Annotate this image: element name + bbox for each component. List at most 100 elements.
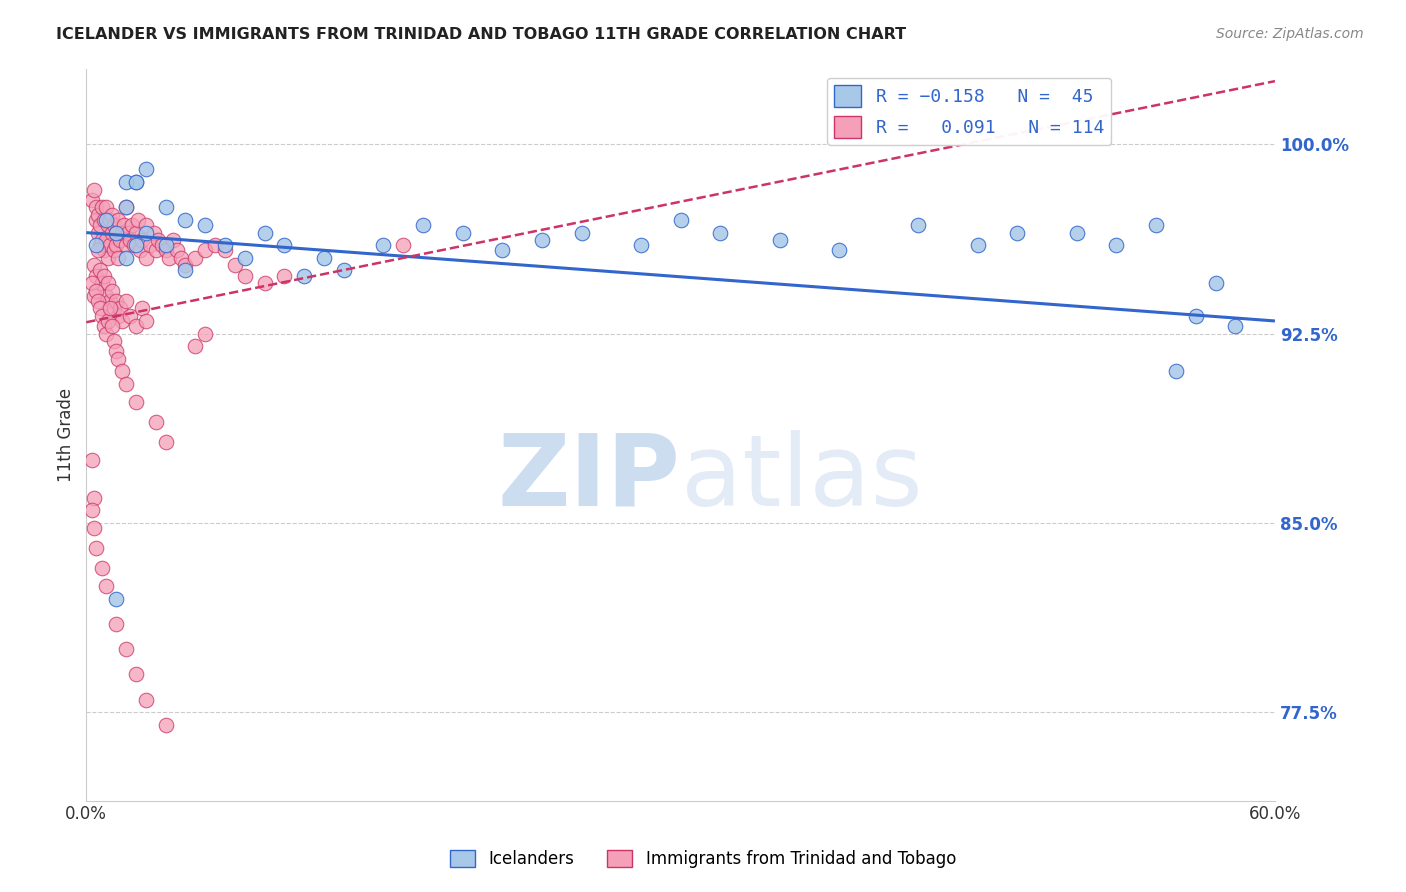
Point (115, 200, 138, 214)
Point (1225, 318, 1247, 333)
Point (94, 326, 117, 341)
Point (530, 233, 553, 247)
Point (83, 289, 105, 303)
Point (107, 309, 129, 323)
Point (125, 238, 148, 252)
Point (98, 238, 121, 252)
Point (101, 318, 124, 333)
Point (131, 301, 153, 316)
Point (93, 213, 115, 227)
Point (94, 200, 117, 214)
Legend: Icelanders, Immigrants from Trinidad and Tobago: Icelanders, Immigrants from Trinidad and… (443, 843, 963, 875)
Point (115, 200, 138, 214)
Point (91, 200, 114, 214)
Point (253, 226, 276, 240)
Point (162, 233, 184, 247)
Point (87, 293, 110, 308)
Point (966, 238, 988, 252)
Point (101, 208, 124, 222)
Point (112, 218, 135, 232)
Point (233, 268, 256, 283)
Point (204, 238, 226, 252)
Point (108, 233, 131, 247)
Point (84, 284, 107, 298)
Point (115, 238, 138, 252)
Point (135, 692, 157, 706)
Point (105, 293, 128, 308)
Point (122, 238, 145, 252)
Point (118, 233, 141, 247)
Point (94, 579, 117, 593)
Point (1066, 226, 1088, 240)
Point (253, 276, 276, 290)
Point (233, 251, 256, 265)
Point (125, 667, 148, 681)
Point (97, 314, 120, 328)
Point (194, 326, 217, 341)
Text: Source: ZipAtlas.com: Source: ZipAtlas.com (1216, 27, 1364, 41)
Point (145, 415, 167, 429)
Point (89, 218, 111, 232)
Point (412, 218, 434, 232)
Point (97, 218, 120, 232)
Point (82, 276, 104, 290)
Point (98, 293, 121, 308)
Point (111, 314, 134, 328)
Point (166, 244, 188, 258)
Point (82, 452, 104, 467)
Point (155, 244, 177, 258)
Point (828, 244, 851, 258)
Point (135, 218, 157, 232)
Point (155, 435, 177, 450)
Point (292, 268, 315, 283)
Point (1205, 276, 1227, 290)
Point (194, 244, 217, 258)
Point (312, 251, 335, 265)
Point (91, 276, 114, 290)
Point (105, 344, 128, 359)
Point (138, 238, 160, 252)
Point (142, 226, 165, 240)
Point (174, 263, 197, 277)
Point (451, 226, 474, 240)
Point (94, 233, 117, 247)
Point (135, 226, 157, 240)
Point (155, 200, 177, 214)
Point (93, 268, 115, 283)
Point (146, 233, 169, 247)
Point (103, 244, 125, 258)
Point (105, 226, 128, 240)
Point (128, 244, 150, 258)
Point (1007, 226, 1029, 240)
Point (91, 233, 114, 247)
Point (108, 301, 131, 316)
Point (333, 263, 356, 277)
Point (101, 226, 124, 240)
Point (125, 318, 148, 333)
Point (91, 309, 114, 323)
Point (709, 226, 731, 240)
Point (273, 268, 295, 283)
Point (273, 238, 295, 252)
Point (115, 251, 138, 265)
Point (214, 244, 236, 258)
Point (155, 718, 177, 732)
Point (769, 233, 792, 247)
Point (571, 226, 593, 240)
Point (174, 213, 197, 227)
Point (83, 183, 105, 197)
Point (107, 213, 129, 227)
Point (194, 218, 217, 232)
Point (98, 301, 121, 316)
Point (907, 218, 929, 232)
Point (115, 175, 138, 189)
Point (630, 238, 652, 252)
Point (89, 238, 111, 252)
Point (105, 616, 128, 631)
Point (145, 244, 167, 258)
Point (84, 200, 107, 214)
Point (117, 226, 139, 240)
Point (97, 276, 120, 290)
Point (1105, 238, 1128, 252)
Point (83, 491, 105, 505)
